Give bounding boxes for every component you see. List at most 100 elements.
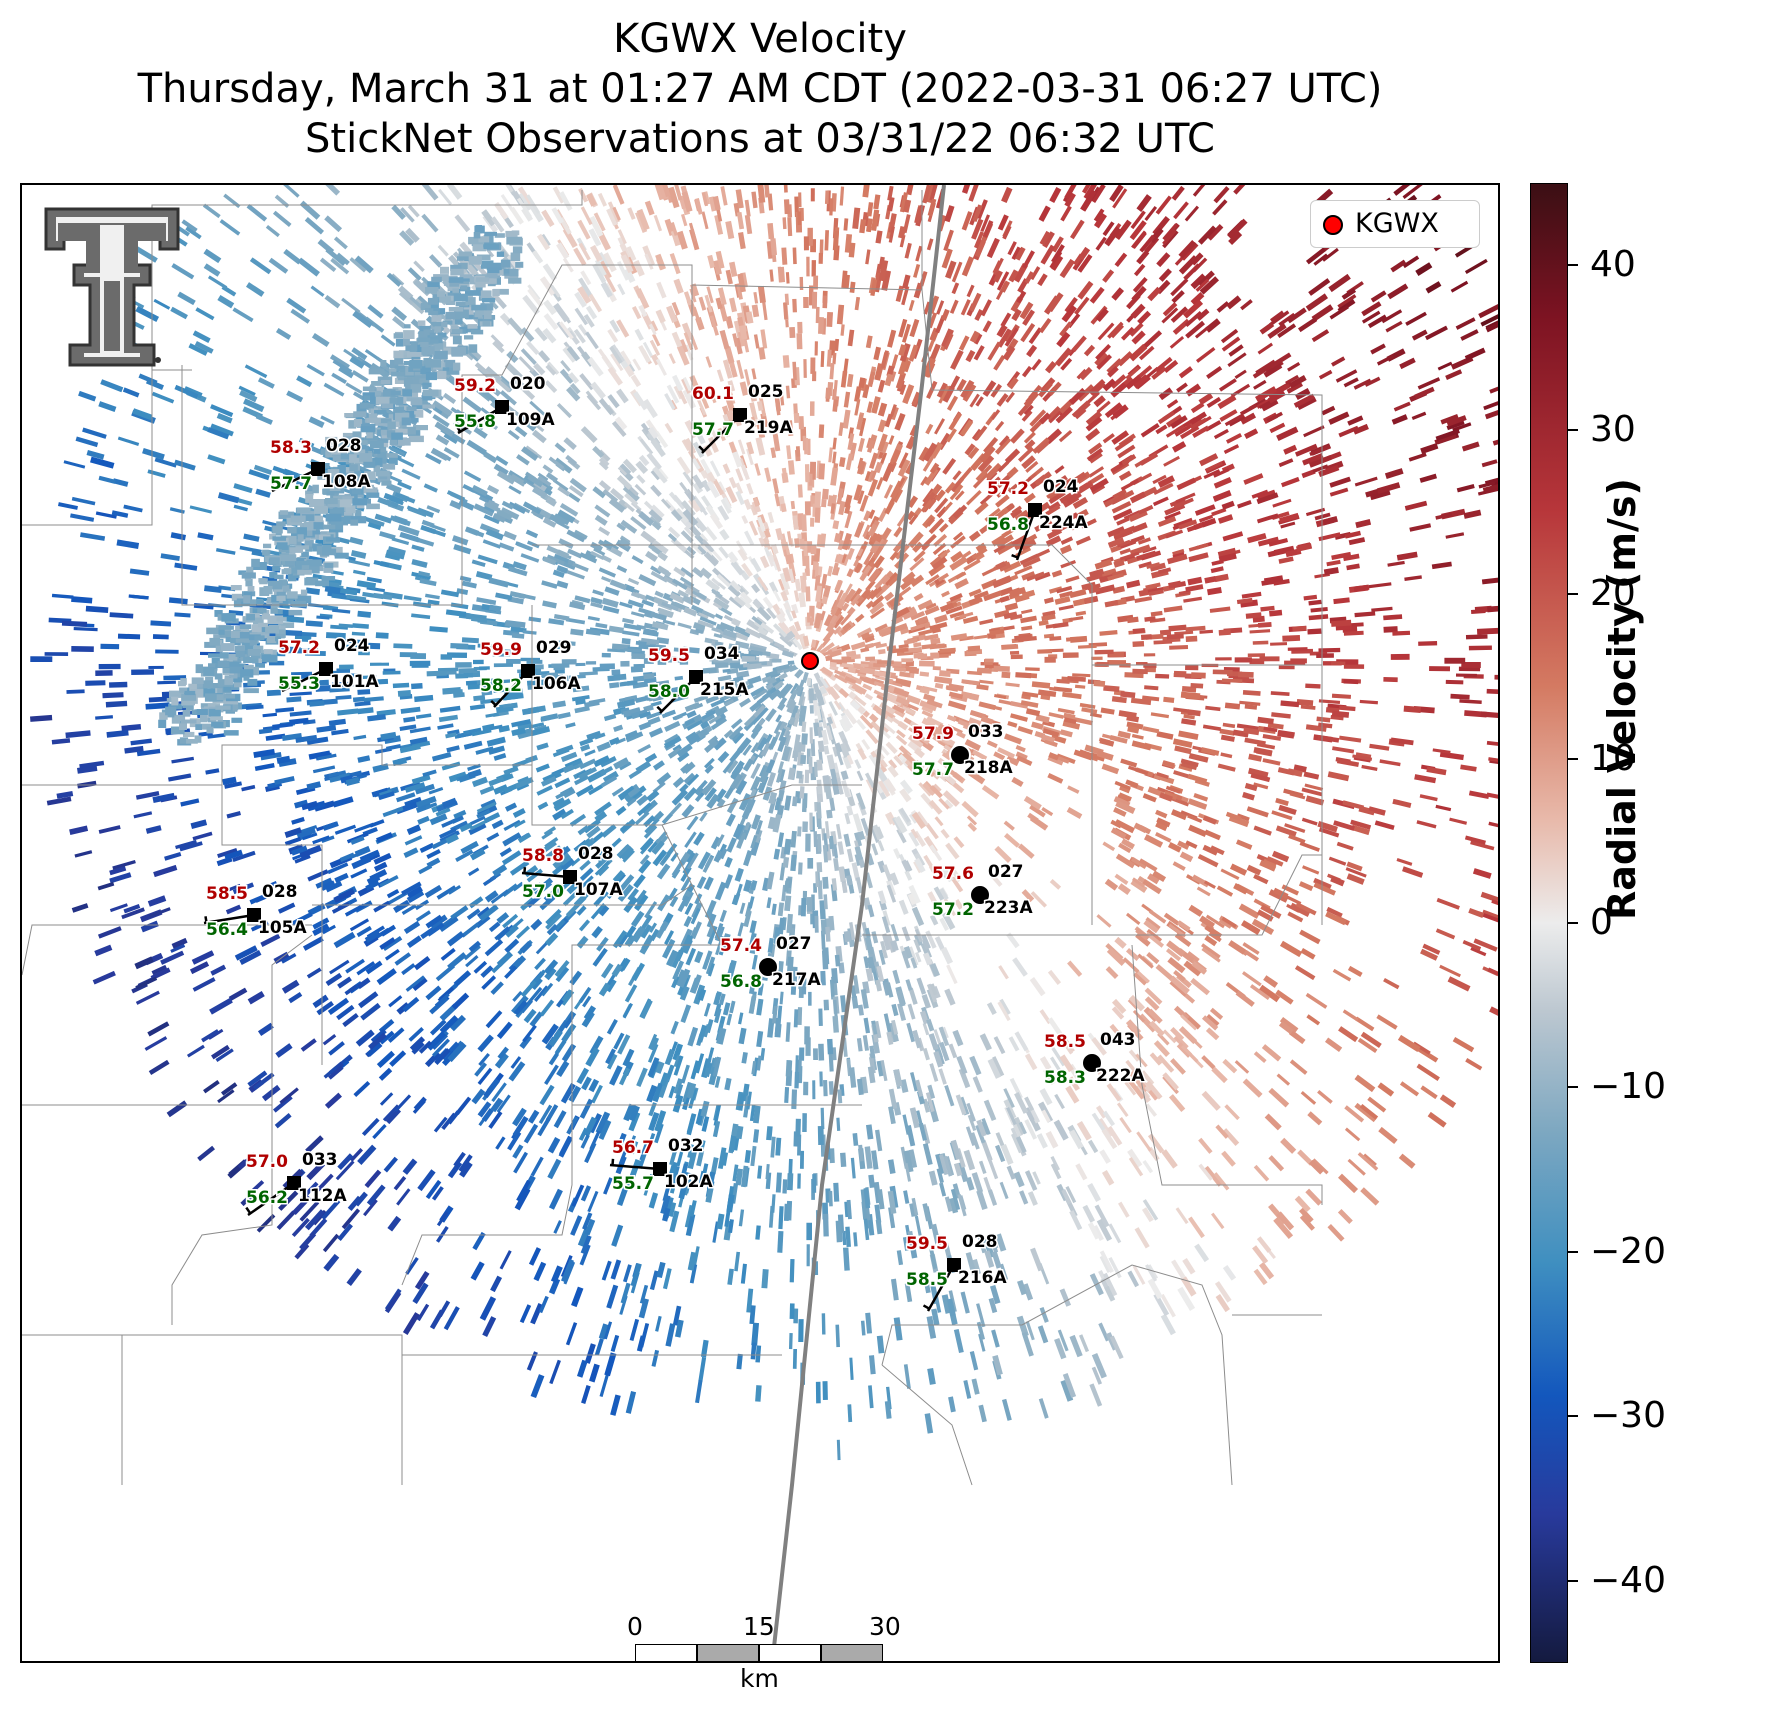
velocity-gate (333, 236, 348, 250)
velocity-gate (749, 920, 757, 934)
velocity-gate (1037, 649, 1053, 654)
velocity-gate (94, 944, 113, 957)
velocity-gate (814, 915, 819, 933)
velocity-gate (148, 1059, 170, 1076)
velocity-gate (847, 329, 855, 347)
velocity-gate (1278, 665, 1295, 670)
velocity-gate (1253, 825, 1272, 836)
velocity-gate (705, 956, 716, 975)
velocity-gate (710, 1157, 719, 1175)
velocity-gate (544, 1064, 559, 1085)
velocity-gate (590, 601, 603, 609)
velocity-gate (952, 531, 964, 541)
velocity-gate (1213, 477, 1232, 489)
velocity-gate (741, 515, 749, 525)
velocity-gate (716, 1213, 725, 1230)
velocity-gate (100, 643, 120, 650)
velocity-gate (1060, 205, 1072, 222)
velocity-gate (809, 727, 813, 744)
velocity-gate (117, 633, 141, 640)
velocity-gate (395, 801, 418, 815)
velocity-gate (891, 354, 899, 369)
velocity-gate (336, 252, 350, 266)
velocity-gate (550, 1265, 563, 1283)
velocity-gate (630, 1262, 642, 1287)
velocity-gate (1445, 532, 1465, 539)
velocity-gate (339, 664, 354, 670)
velocity-gate (1169, 335, 1185, 349)
velocity-gate (969, 393, 980, 408)
velocity-gate (799, 1150, 805, 1169)
velocity-gate (1038, 317, 1052, 334)
velocity-gate (997, 214, 1009, 231)
velocity-gate (44, 652, 69, 657)
velocity-gate (1222, 531, 1244, 542)
velocity-gate (1217, 514, 1234, 524)
velocity-gate (379, 1092, 394, 1106)
velocity-gate (145, 702, 170, 710)
velocity-gate (30, 714, 53, 722)
velocity-gate (609, 737, 621, 746)
velocity-gate (926, 716, 944, 728)
velocity-gate (463, 740, 483, 750)
velocity-gate (232, 307, 254, 323)
velocity-gate (1155, 964, 1174, 981)
velocity-gate (255, 413, 273, 425)
velocity-gate (826, 311, 834, 327)
velocity-gate (913, 263, 921, 278)
velocity-gate (743, 910, 752, 928)
velocity-gate (1332, 746, 1355, 754)
velocity-gate (1133, 970, 1149, 986)
velocity-gate (85, 605, 109, 613)
velocity-gate (736, 1353, 743, 1370)
velocity-gate (540, 713, 559, 722)
velocity-returns (30, 185, 1498, 1461)
velocity-gate (142, 447, 165, 460)
velocity-gate (553, 1220, 562, 1234)
velocity-gate (1359, 699, 1378, 705)
velocity-gate (644, 752, 658, 764)
velocity-gate (552, 700, 566, 709)
velocity-gate (1202, 815, 1217, 825)
velocity-gate (402, 1158, 418, 1175)
velocity-gate (1202, 844, 1219, 856)
velocity-gate (1347, 965, 1363, 977)
velocity-gate (1144, 834, 1164, 848)
velocity-gate (884, 500, 895, 515)
velocity-gate (585, 550, 598, 560)
velocity-gate (1000, 625, 1015, 631)
velocity-gate (699, 567, 712, 580)
velocity-gate (741, 655, 756, 663)
velocity-gate (777, 960, 784, 974)
velocity-gate (651, 1349, 660, 1367)
velocity-gate (767, 193, 774, 211)
velocity-gate (696, 433, 706, 445)
velocity-gate (811, 291, 818, 309)
velocity-gate (1439, 964, 1461, 978)
velocity-gate (1001, 186, 1013, 204)
velocity-gate (751, 191, 758, 209)
velocity-gate (1483, 399, 1498, 411)
velocity-gate (1158, 387, 1173, 401)
velocity-gate (821, 488, 829, 500)
velocity-gate (1059, 729, 1073, 738)
radar-map[interactable]: 59.2 020 55.8 109A 60.1 025 57.7 219A 58.3 028 57.… (20, 183, 1500, 1663)
velocity-gate (838, 457, 846, 468)
velocity-gate (580, 270, 592, 286)
velocity-gate (1160, 1313, 1176, 1336)
velocity-gate (901, 926, 911, 942)
velocity-gate (586, 394, 602, 411)
velocity-gate (976, 1189, 988, 1211)
velocity-gate (860, 1320, 866, 1336)
velocity-gate (1327, 1223, 1345, 1242)
velocity-gate (991, 1329, 1000, 1348)
velocity-gate (570, 1215, 583, 1236)
velocity-gate (366, 576, 382, 584)
velocity-gate (1307, 1111, 1323, 1126)
velocity-gate (533, 1261, 547, 1282)
velocity-gate (643, 824, 658, 839)
velocity-gate (734, 867, 744, 882)
velocity-gate (846, 568, 854, 578)
velocity-gate (668, 353, 676, 365)
velocity-gate (98, 825, 121, 834)
